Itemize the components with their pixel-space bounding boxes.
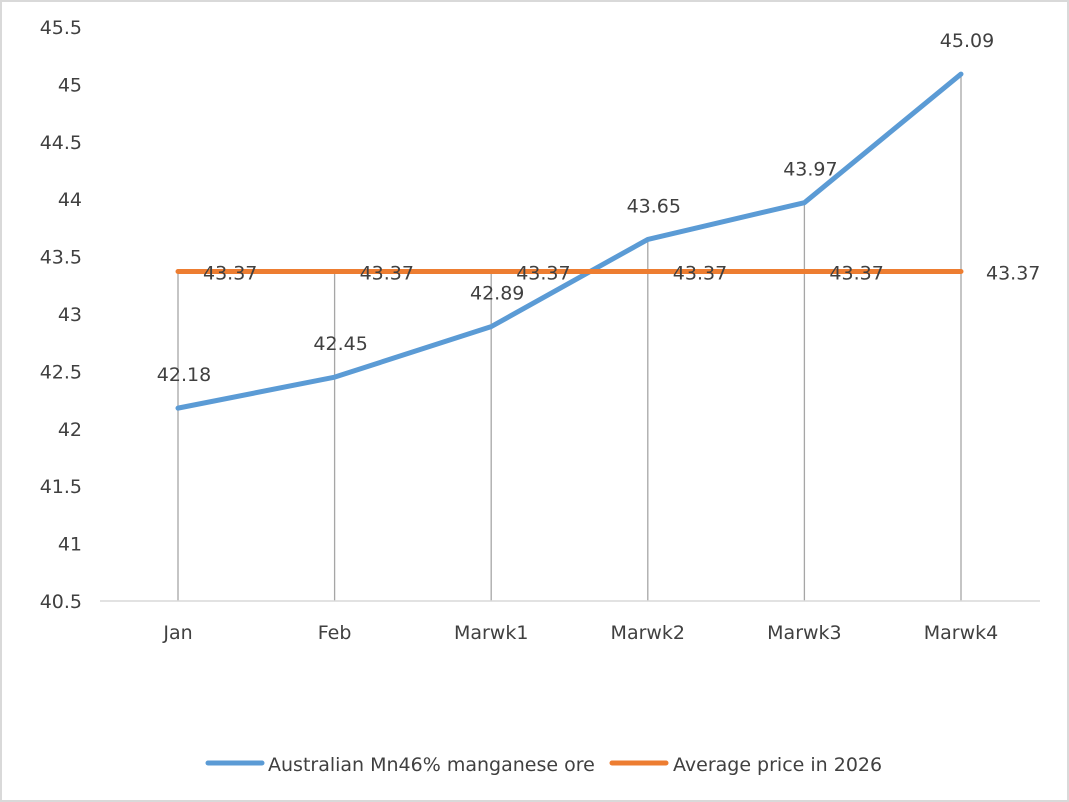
y-tick-label: 45 bbox=[58, 74, 82, 96]
y-tick-label: 42 bbox=[58, 419, 82, 441]
x-tick-label: Jan bbox=[162, 622, 192, 644]
y-tick-label: 45.5 bbox=[40, 17, 82, 39]
data-label: 43.37 bbox=[986, 263, 1040, 285]
y-tick-label: 41.5 bbox=[40, 476, 82, 498]
y-tick-label: 44 bbox=[58, 189, 82, 211]
y-tick-label: 43.5 bbox=[40, 247, 82, 269]
legend: Australian Mn46% manganese ore Average p… bbox=[205, 754, 882, 776]
legend-label-series-2: Average price in 2026 bbox=[673, 754, 882, 776]
x-tick-label: Feb bbox=[318, 622, 352, 644]
data-label: 45.09 bbox=[940, 30, 994, 52]
x-tick-label: Marwk2 bbox=[611, 622, 685, 644]
x-tick-label: Marwk3 bbox=[767, 622, 841, 644]
data-label: 43.37 bbox=[360, 263, 414, 285]
data-label: 43.37 bbox=[516, 263, 570, 285]
data-label: 43.97 bbox=[783, 159, 837, 181]
y-tick-label: 43 bbox=[58, 304, 82, 326]
y-tick-label: 42.5 bbox=[40, 361, 82, 383]
data-label: 43.37 bbox=[673, 263, 727, 285]
y-tick-label: 44.5 bbox=[40, 132, 82, 154]
data-label: 43.37 bbox=[829, 263, 883, 285]
data-label: 43.37 bbox=[203, 263, 257, 285]
data-label: 43.65 bbox=[627, 195, 681, 217]
data-label: 42.18 bbox=[157, 364, 211, 386]
data-label: 42.89 bbox=[470, 283, 524, 305]
y-tick-label: 40.5 bbox=[40, 591, 82, 613]
y-tick-label: 41 bbox=[58, 534, 82, 556]
data-label: 42.45 bbox=[313, 333, 367, 355]
legend-label-series-1: Australian Mn46% manganese ore bbox=[268, 754, 595, 776]
x-tick-label: Marwk4 bbox=[924, 622, 998, 644]
x-tick-label: Marwk1 bbox=[454, 622, 528, 644]
series-line-1 bbox=[175, 71, 964, 411]
